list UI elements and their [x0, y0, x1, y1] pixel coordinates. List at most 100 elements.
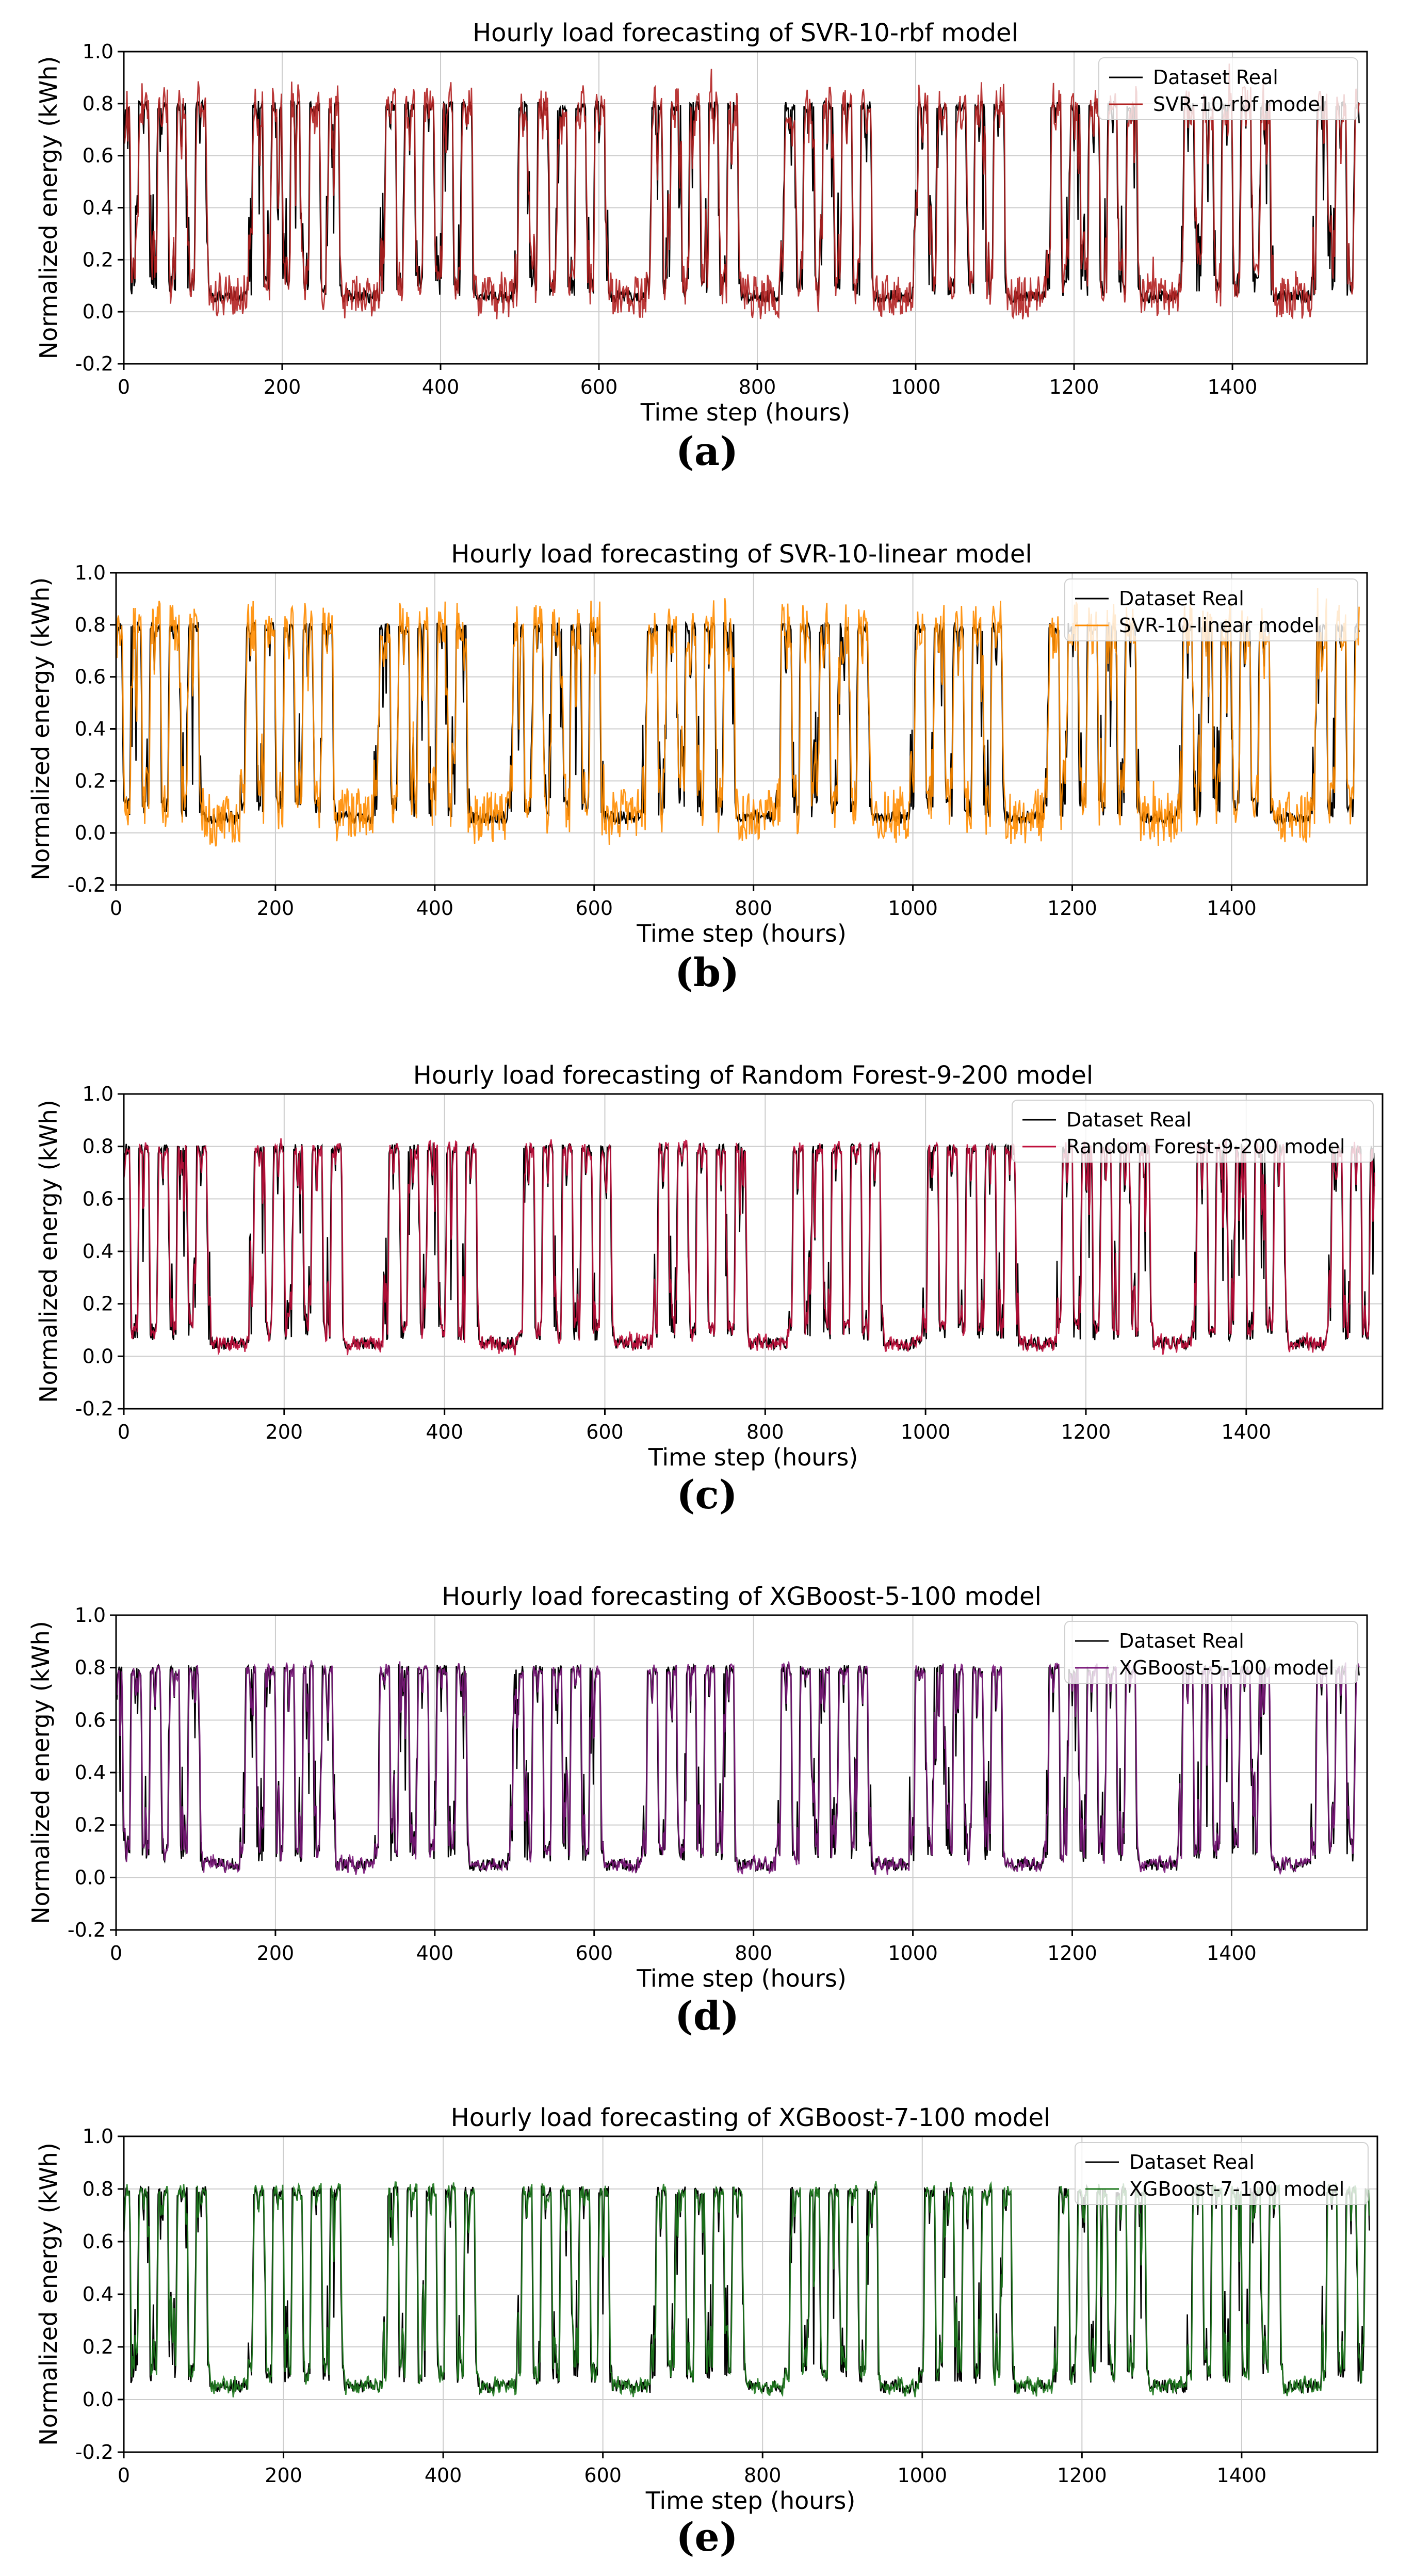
y-tick-label: -0.2 [68, 1919, 106, 1941]
x-tick-label: 600 [575, 897, 613, 920]
legend: Dataset Real SVR-10-linear model [1064, 578, 1358, 641]
y-tick-label: 1.0 [75, 561, 106, 584]
x-tick-label: 600 [586, 1421, 624, 1443]
y-tick-label: 1.0 [83, 2125, 113, 2148]
chart-1: 0 200 400 600 800 1000 1200 1400 -0.2 0.0 0.2 0.4 0.… [35, 19, 1368, 426]
y-axis-label: Normalized energy (kWh) [35, 56, 62, 360]
legend-box [1075, 2142, 1369, 2205]
chart-2: 0 200 400 600 800 1000 1200 1400 -0.2 0.0 0.2 0.4 0.… [27, 540, 1368, 947]
y-tick-label: 0.4 [83, 2283, 113, 2306]
y-tick-label: 0.4 [83, 1240, 113, 1263]
chart-title: Hourly load forecasting of SVR-10-rbf mo… [473, 19, 1018, 47]
x-axis-label: Time step (hours) [648, 1443, 858, 1471]
y-tick-label: 1.0 [75, 1604, 106, 1627]
legend: Dataset Real XGBoost-5-100 model [1064, 1621, 1358, 1684]
y-tick-label: 0.2 [83, 1293, 113, 1315]
chart-title: Hourly load forecasting of XGBoost-5-100… [442, 1582, 1042, 1611]
legend-label: Dataset Real [1119, 587, 1244, 610]
legend: Dataset Real SVR-10-rbf model [1098, 57, 1358, 120]
x-tick-label: 400 [426, 1421, 463, 1443]
chart-4: 0 200 400 600 800 1000 1200 1400 -0.2 0.0 0.2 0.4 0.… [27, 1582, 1368, 1992]
y-tick-label: 0.8 [75, 1656, 106, 1679]
x-tick-label: 1400 [1208, 376, 1258, 398]
x-tick-label: 1400 [1207, 897, 1257, 920]
x-tick-label: 1200 [1057, 2464, 1107, 2487]
x-tick-label: 0 [110, 897, 122, 920]
y-axis-label: Normalized energy (kWh) [35, 2143, 62, 2446]
x-tick-label: 200 [265, 2464, 302, 2487]
panel-caption-c: (c) [676, 1472, 738, 1518]
legend-label: SVR-10-rbf model [1153, 93, 1325, 116]
chart-5: 0 200 400 600 800 1000 1200 1400 -0.2 0.0 0.2 0.4 0.… [35, 2103, 1378, 2515]
series-line-model [115, 1660, 1360, 1876]
y-axis-label: Normalized energy (kWh) [27, 1621, 55, 1924]
x-tick-label: 600 [580, 376, 618, 398]
y-tick-label: 0.0 [75, 1866, 106, 1889]
y-tick-label: 0.0 [83, 1345, 113, 1367]
y-tick-label: -0.2 [75, 1397, 113, 1420]
legend-label: Dataset Real [1066, 1108, 1192, 1131]
y-tick-label: 0.4 [75, 1761, 106, 1784]
x-tick-label: 200 [257, 897, 295, 920]
x-axis-label: Time step (hours) [640, 398, 851, 426]
y-tick-label: 0.2 [75, 769, 106, 792]
x-tick-label: 0 [110, 1942, 122, 1965]
x-tick-label: 1000 [888, 1942, 938, 1965]
y-tick-label: 0.6 [83, 1187, 113, 1210]
x-tick-label: 1200 [1049, 376, 1099, 398]
x-tick-label: 0 [118, 376, 130, 398]
y-tick-label: 0.2 [75, 1814, 106, 1837]
chart-3: 0 200 400 600 800 1000 1200 1400 -0.2 0.0 0.2 0.4 0.… [35, 1061, 1384, 1471]
x-tick-label: 400 [422, 376, 460, 398]
legend: Dataset Real Random Forest-9-200 model [1012, 1100, 1374, 1163]
legend-label: Dataset Real [1153, 66, 1278, 89]
legend-box [1064, 1621, 1358, 1684]
x-tick-label: 0 [118, 1421, 130, 1443]
x-tick-label: 400 [416, 1942, 454, 1965]
x-tick-label: 1400 [1217, 2464, 1267, 2487]
chart-title: Hourly load forecasting of SVR-10-linear… [451, 540, 1032, 569]
legend-label: SVR-10-linear model [1119, 614, 1320, 637]
y-tick-label: 0.0 [75, 822, 106, 844]
series-line-model [115, 588, 1360, 847]
x-tick-label: 1000 [897, 2464, 947, 2487]
panel-caption-b: (b) [674, 949, 740, 995]
x-tick-label: 800 [746, 1421, 784, 1443]
x-tick-label: 1200 [1047, 897, 1097, 920]
y-tick-label: 0.4 [75, 718, 106, 740]
y-tick-label: 0.2 [83, 2336, 113, 2358]
legend-box [1098, 57, 1358, 120]
y-tick-label: 0.6 [75, 1709, 106, 1731]
legend-box [1064, 578, 1358, 641]
y-tick-label: 0.6 [83, 144, 113, 167]
y-tick-label: 1.0 [83, 1083, 113, 1105]
x-tick-label: 400 [425, 2464, 462, 2487]
x-tick-label: 1000 [891, 376, 941, 398]
x-tick-label: 600 [584, 2464, 622, 2487]
x-tick-label: 0 [118, 2464, 130, 2487]
y-tick-label: 0.0 [83, 2388, 113, 2411]
x-tick-label: 1200 [1061, 1421, 1111, 1443]
panel-caption-d: (d) [674, 1993, 740, 2039]
x-axis-label: Time step (hours) [636, 1965, 847, 1992]
series-line-model [123, 1138, 1375, 1356]
y-tick-label: 0.8 [75, 614, 106, 636]
legend-label: Dataset Real [1119, 1630, 1244, 1652]
y-tick-label: 0.6 [83, 2230, 113, 2253]
series-line-model [123, 63, 1360, 320]
y-tick-label: -0.2 [68, 874, 106, 896]
y-axis-label: Normalized energy (kWh) [27, 577, 55, 881]
y-tick-label: -0.2 [75, 2441, 113, 2464]
y-tick-label: 0.8 [83, 1135, 113, 1158]
chart-title: Hourly load forecasting of Random Forest… [413, 1061, 1093, 1090]
y-tick-label: 0.0 [83, 300, 113, 323]
legend: Dataset Real XGBoost-7-100 model [1075, 2142, 1369, 2205]
x-axis-label: Time step (hours) [645, 2487, 856, 2515]
x-tick-label: 200 [264, 376, 301, 398]
legend-label: XGBoost-7-100 model [1129, 2178, 1344, 2200]
panel-caption-a: (a) [675, 428, 739, 474]
x-tick-label: 600 [575, 1942, 613, 1965]
y-tick-label: 0.2 [83, 248, 113, 271]
x-tick-label: 1400 [1207, 1942, 1257, 1965]
